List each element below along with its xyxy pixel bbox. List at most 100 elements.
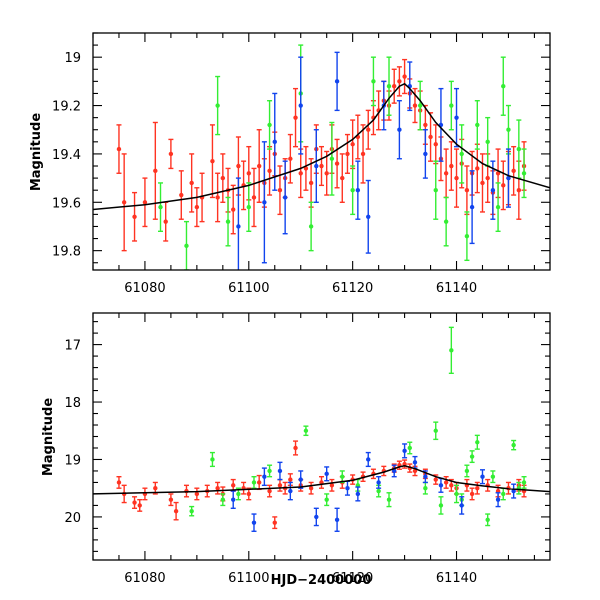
- top-red-point: [209, 124, 215, 199]
- top-blue-point: [235, 177, 241, 270]
- data-point: [511, 168, 516, 174]
- top-green-point: [246, 182, 252, 233]
- top-blue-point: [282, 160, 288, 235]
- y-tick-label: 19: [64, 453, 81, 468]
- bottom-red-point: [272, 516, 278, 530]
- top-green-point: [516, 119, 522, 179]
- data-point: [469, 491, 475, 497]
- data-point: [459, 503, 464, 508]
- data-point: [314, 514, 319, 520]
- data-point: [246, 204, 251, 210]
- data-point: [189, 508, 194, 514]
- top-plot-area: [93, 44, 550, 270]
- bottom-green-point: [209, 451, 215, 468]
- data-point: [360, 151, 366, 157]
- bottom-blue-point: [298, 470, 304, 489]
- data-point: [386, 84, 392, 89]
- top-red-point: [428, 112, 434, 162]
- data-point: [293, 115, 298, 120]
- data-point: [324, 471, 329, 477]
- data-point: [262, 200, 267, 205]
- top-red-point: [391, 68, 397, 104]
- data-point: [298, 171, 303, 176]
- data-point: [402, 74, 407, 79]
- data-point: [267, 122, 272, 128]
- data-point: [319, 163, 324, 169]
- data-point: [392, 468, 397, 474]
- bottom-red-point: [308, 481, 314, 495]
- data-point: [506, 127, 511, 132]
- data-point: [158, 204, 163, 210]
- top-red-point: [121, 153, 127, 252]
- bottom-red-point: [402, 459, 408, 469]
- data-point: [231, 207, 236, 212]
- top-blue-point: [334, 51, 340, 112]
- data-point: [454, 491, 459, 497]
- top-red-point: [339, 153, 345, 203]
- top-blue-point: [490, 160, 496, 220]
- top-red-point: [511, 145, 517, 196]
- bottom-green-point: [267, 464, 273, 478]
- y-tick-label: 19.2: [52, 100, 81, 115]
- bottom-red-point: [142, 487, 148, 501]
- data-point: [288, 156, 293, 161]
- bottom-y-axis-title: Magnitude: [41, 398, 56, 477]
- data-point: [521, 480, 527, 485]
- data-point: [215, 485, 220, 491]
- data-point: [215, 103, 220, 108]
- data-point: [308, 224, 314, 229]
- data-point: [397, 79, 402, 84]
- data-point: [168, 151, 174, 157]
- data-point: [397, 127, 402, 132]
- bottom-green-point: [433, 421, 439, 441]
- data-point: [303, 428, 309, 433]
- data-point: [433, 142, 438, 147]
- data-point: [277, 483, 283, 488]
- top-red-point: [256, 129, 262, 203]
- data-point: [449, 348, 454, 353]
- data-point: [179, 192, 184, 198]
- data-point: [267, 468, 272, 474]
- data-point: [475, 485, 480, 491]
- data-point: [298, 103, 303, 108]
- top-red-point: [360, 124, 366, 184]
- top-red-point: [293, 87, 299, 148]
- bottom-red-point: [173, 501, 179, 521]
- bottom-blue-point: [479, 469, 485, 485]
- data-point: [246, 491, 251, 497]
- data-point: [516, 146, 522, 152]
- x-tick-label: 61080: [124, 571, 165, 586]
- x-tick-label: 61120: [332, 281, 373, 296]
- data-point: [464, 468, 470, 474]
- data-point: [392, 84, 397, 89]
- top-blue-point: [422, 129, 428, 179]
- top-red-point: [220, 153, 226, 203]
- data-point: [262, 474, 267, 479]
- top-green-point: [158, 182, 164, 233]
- bottom-red-point: [474, 481, 480, 495]
- data-point: [355, 491, 361, 497]
- bottom-green-point: [422, 481, 428, 495]
- data-point: [251, 520, 257, 525]
- bottom-blue-point: [334, 507, 340, 532]
- data-point: [428, 134, 433, 140]
- top-red-point: [241, 160, 247, 211]
- data-point: [402, 448, 407, 454]
- top-panel-frame: [92, 32, 551, 271]
- data-point: [137, 503, 142, 508]
- top-red-point: [454, 148, 460, 208]
- bottom-red-point: [485, 478, 491, 492]
- top-green-point: [308, 201, 314, 252]
- bottom-green-point: [485, 513, 491, 527]
- data-point: [132, 500, 137, 505]
- top-panel: 61080 61100 61120 61140 19 19.2 19.4 19.6 19.8 M…: [29, 32, 551, 296]
- bottom-red-point: [396, 460, 402, 470]
- bottom-red-point: [194, 487, 200, 501]
- data-point: [443, 480, 449, 485]
- bottom-red-point: [168, 493, 174, 507]
- bottom-green-point: [220, 493, 226, 507]
- bottom-blue-point: [277, 461, 283, 481]
- data-point: [464, 187, 470, 193]
- data-point: [210, 158, 215, 164]
- data-point: [501, 84, 506, 89]
